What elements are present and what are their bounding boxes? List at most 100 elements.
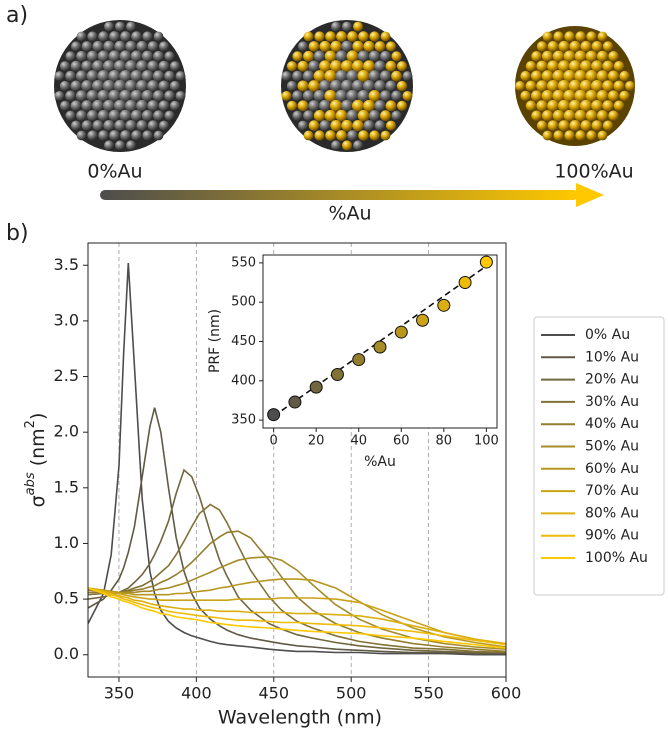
y-axis-label: σabs (nm2) <box>23 413 49 508</box>
atom <box>575 110 587 122</box>
arrow-head <box>576 183 604 207</box>
y-tick-label: 2.0 <box>54 422 79 441</box>
atom <box>342 140 352 150</box>
atom <box>542 90 554 102</box>
legend-label: 0% Au <box>585 327 630 343</box>
atom <box>397 61 407 71</box>
atom <box>109 130 120 141</box>
atom <box>71 121 81 131</box>
atom <box>120 31 131 42</box>
y-label-unit-sup: 2 <box>23 420 38 428</box>
atom <box>147 60 158 71</box>
atom <box>65 111 75 121</box>
atom <box>170 81 180 91</box>
scatter-point <box>480 256 492 268</box>
y-label-symbol: σ <box>27 495 49 507</box>
atom <box>542 51 553 62</box>
y-tick-label: 3.0 <box>54 310 79 329</box>
x-tick-label: 550 <box>413 684 444 703</box>
atom <box>336 31 347 42</box>
y-tick-label: 1.0 <box>54 533 79 552</box>
atom <box>81 60 92 71</box>
atom <box>586 31 596 41</box>
atom <box>391 71 402 82</box>
atom <box>109 31 120 42</box>
atom <box>614 101 625 112</box>
atom <box>319 120 330 131</box>
inset-x-tick-label: 80 <box>436 434 453 449</box>
inset-x-tick-label: 0 <box>269 434 277 449</box>
atom <box>136 41 147 52</box>
figure: a) 0%Au 100%Au %Au b) Wavelength (nm) σa… <box>0 0 668 731</box>
inset-y-tick-label: 350 <box>231 413 256 428</box>
atom <box>153 90 164 101</box>
atom <box>531 90 542 101</box>
atom <box>304 32 314 42</box>
atom <box>374 60 385 71</box>
atom <box>103 120 114 131</box>
atom <box>597 51 608 62</box>
atom <box>603 120 613 130</box>
atom <box>397 81 407 91</box>
atom <box>391 111 401 121</box>
atom <box>325 31 336 42</box>
atom <box>87 110 98 121</box>
atom <box>314 51 325 62</box>
atom <box>386 100 397 111</box>
atom <box>353 22 363 32</box>
y-label-sup: abs <box>23 472 38 495</box>
atom <box>298 61 309 72</box>
atom <box>380 70 391 81</box>
atom <box>164 51 174 61</box>
legend-label: 80% Au <box>585 505 639 521</box>
atom <box>308 80 320 92</box>
atom <box>92 41 103 52</box>
atom <box>319 41 330 52</box>
legend-label: 60% Au <box>585 461 639 477</box>
atom <box>536 61 547 72</box>
atom <box>126 140 136 150</box>
atom <box>369 51 380 62</box>
atom <box>380 110 391 121</box>
arrow-label: %Au <box>328 203 371 225</box>
atom <box>526 61 537 72</box>
atom <box>309 120 320 131</box>
atom <box>598 131 608 141</box>
y-label-unit: (nm <box>27 428 49 472</box>
inset-x-label: %Au <box>364 454 396 470</box>
atom <box>342 22 352 32</box>
atom <box>314 31 324 41</box>
atom <box>374 100 385 111</box>
atom <box>76 51 87 62</box>
atom <box>153 70 164 81</box>
atom <box>592 120 603 131</box>
scatter-point <box>438 299 450 311</box>
atom <box>536 80 548 92</box>
atom <box>347 31 358 42</box>
atom <box>142 90 154 102</box>
atom <box>347 130 358 141</box>
atom <box>353 140 363 150</box>
atom <box>586 51 597 62</box>
atom <box>608 51 618 61</box>
atom <box>81 80 93 92</box>
atom <box>303 51 314 62</box>
y-tick-label: 1.5 <box>54 477 79 496</box>
atom <box>308 60 319 71</box>
atom <box>292 51 302 61</box>
atom <box>375 120 386 131</box>
atom <box>170 101 180 111</box>
atom <box>386 41 396 51</box>
atom <box>126 22 136 32</box>
atom <box>363 41 374 52</box>
atom <box>386 61 397 72</box>
atom <box>543 32 553 42</box>
atom <box>608 110 618 120</box>
x-tick-label: 350 <box>104 684 135 703</box>
atom <box>303 110 314 121</box>
atom <box>298 100 309 111</box>
atom <box>142 51 153 62</box>
atom <box>543 131 553 141</box>
atom <box>87 130 97 140</box>
atom <box>380 90 391 101</box>
